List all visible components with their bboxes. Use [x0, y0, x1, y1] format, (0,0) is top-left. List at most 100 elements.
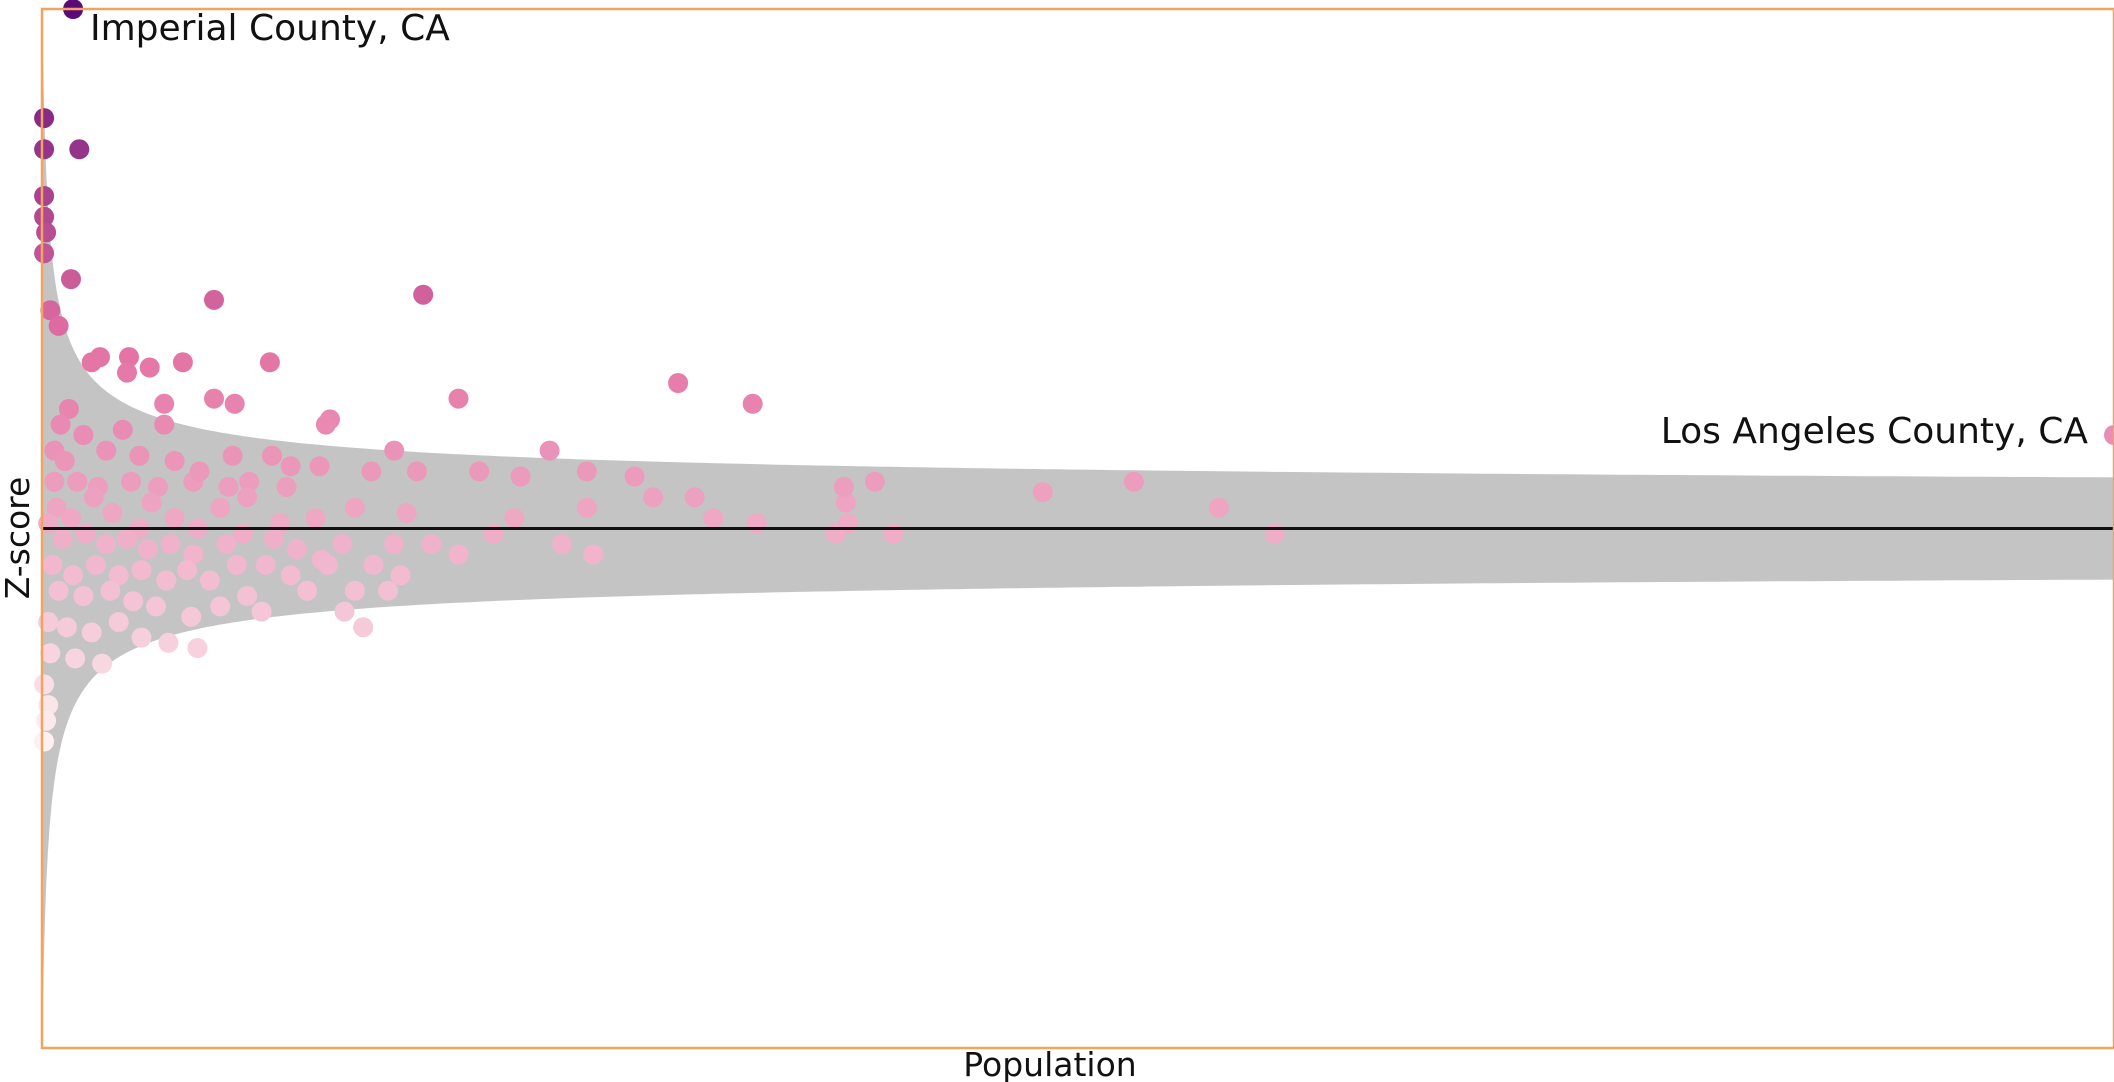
data-point	[825, 523, 846, 544]
data-point	[44, 471, 65, 492]
data-point	[344, 580, 365, 601]
data-point	[119, 347, 139, 368]
data-point	[56, 617, 77, 638]
data-point	[237, 487, 258, 508]
data-point	[199, 570, 220, 591]
data-point	[448, 544, 469, 565]
data-point	[164, 451, 185, 471]
data-point	[233, 523, 253, 544]
data-point	[353, 617, 374, 638]
data-point	[624, 466, 645, 487]
data-point	[1208, 497, 1229, 518]
data-point	[668, 373, 689, 393]
data-point	[396, 502, 417, 523]
data-point	[384, 534, 405, 555]
data-point	[100, 580, 121, 601]
data-point	[378, 580, 398, 601]
y-axis-title: Z-score	[0, 477, 37, 600]
data-point	[187, 638, 208, 658]
data-point	[61, 508, 81, 529]
data-point	[264, 528, 285, 549]
data-point	[54, 451, 75, 471]
data-point	[148, 476, 168, 497]
data-point	[216, 534, 237, 555]
data-point	[407, 461, 427, 482]
data-point	[469, 461, 490, 482]
data-point	[413, 284, 434, 305]
data-point	[864, 471, 885, 492]
data-point	[73, 586, 94, 606]
data-point	[112, 419, 133, 440]
data-point	[75, 523, 96, 544]
data-point	[384, 440, 405, 461]
plot-frame	[40, 7, 2114, 1050]
data-point	[226, 554, 247, 575]
data-point	[121, 471, 142, 492]
data-point	[315, 414, 336, 435]
data-point	[177, 560, 197, 581]
data-point	[65, 648, 86, 669]
data-point	[117, 528, 137, 549]
data-point	[280, 456, 301, 477]
data-point	[42, 554, 63, 575]
data-point	[146, 596, 166, 617]
data-point	[251, 601, 272, 622]
data-point	[48, 580, 69, 601]
data-point	[297, 580, 318, 601]
data-point	[332, 534, 353, 555]
data-point	[81, 352, 102, 373]
data-point	[92, 653, 113, 674]
data-point	[390, 565, 411, 586]
data-point	[237, 586, 258, 606]
data-point	[309, 456, 330, 477]
data-point	[189, 461, 210, 482]
data-point	[40, 300, 61, 321]
data-point	[102, 502, 123, 523]
data-point	[317, 554, 338, 575]
data-point	[85, 554, 106, 575]
data-point	[448, 388, 469, 409]
data-point	[131, 627, 152, 648]
data-point	[36, 222, 57, 243]
data-point	[139, 357, 160, 378]
data-point	[286, 539, 307, 560]
data-point	[742, 393, 763, 414]
data-point-los-angeles-county-ca	[2104, 425, 2114, 445]
data-point	[262, 445, 282, 466]
data-point	[504, 508, 525, 529]
data-point	[117, 362, 137, 383]
data-point	[58, 399, 79, 419]
data-point	[131, 560, 152, 581]
data-point	[34, 139, 55, 160]
data-point	[96, 440, 117, 461]
data-point	[96, 534, 117, 555]
annotation-imperial-county: Imperial County, CA	[90, 8, 450, 49]
data-point	[835, 492, 856, 513]
data-point	[684, 487, 705, 508]
data-point	[123, 591, 144, 612]
data-point	[50, 414, 71, 435]
data-point	[181, 606, 202, 627]
data-point	[552, 534, 573, 555]
data-point	[63, 565, 84, 586]
data-point	[156, 570, 177, 591]
data-point	[34, 108, 55, 129]
data-point	[154, 393, 175, 414]
data-point	[204, 388, 224, 409]
data-point	[69, 139, 90, 160]
data-point	[643, 487, 664, 508]
data-point	[61, 269, 81, 290]
data-point	[34, 206, 55, 227]
data-point	[483, 523, 504, 544]
data-point	[108, 565, 129, 586]
data-point	[510, 466, 531, 487]
data-point	[137, 539, 158, 560]
data-point	[305, 508, 326, 529]
data-point	[154, 414, 175, 435]
data-point	[883, 523, 904, 544]
data-point	[1264, 523, 1285, 544]
data-point	[183, 544, 204, 565]
data-point	[259, 352, 280, 373]
data-point	[210, 596, 231, 617]
